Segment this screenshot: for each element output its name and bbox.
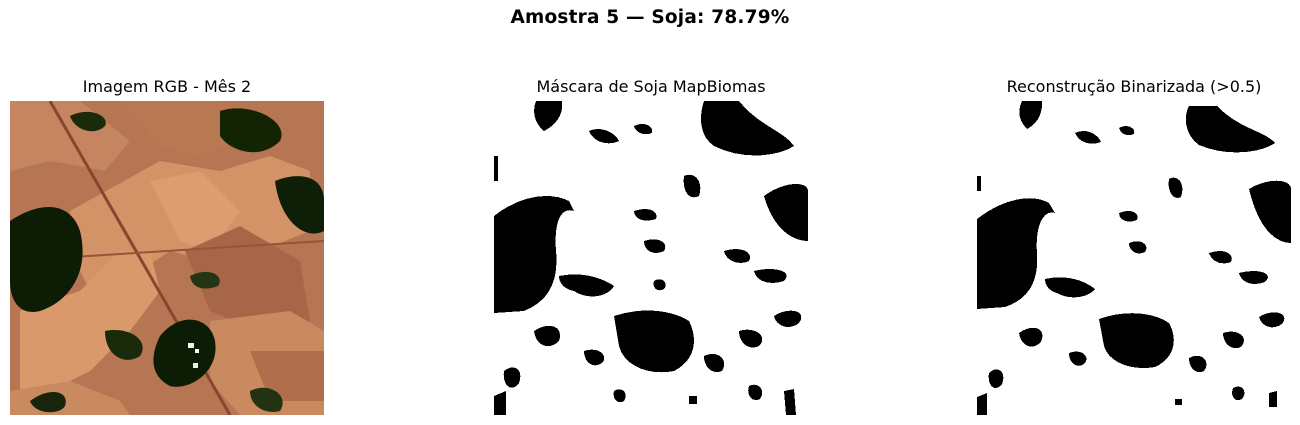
- soy-mask-panel: [494, 101, 808, 415]
- reconstruction-image: [977, 101, 1291, 415]
- rgb-image-panel: [10, 101, 324, 415]
- panel-title-rgb: Imagem RGB - Mês 2: [82, 77, 252, 96]
- panel-title-reconstruction: Reconstrução Binarizada (>0.5): [1006, 77, 1262, 96]
- rgb-satellite-image: [10, 101, 324, 415]
- reconstruction-panel: [977, 101, 1291, 415]
- soy-mask-image: [494, 101, 808, 415]
- panel-title-mask: Máscara de Soja MapBiomas: [536, 77, 766, 96]
- figure-suptitle: Amostra 5 — Soja: 78.79%: [510, 7, 790, 28]
